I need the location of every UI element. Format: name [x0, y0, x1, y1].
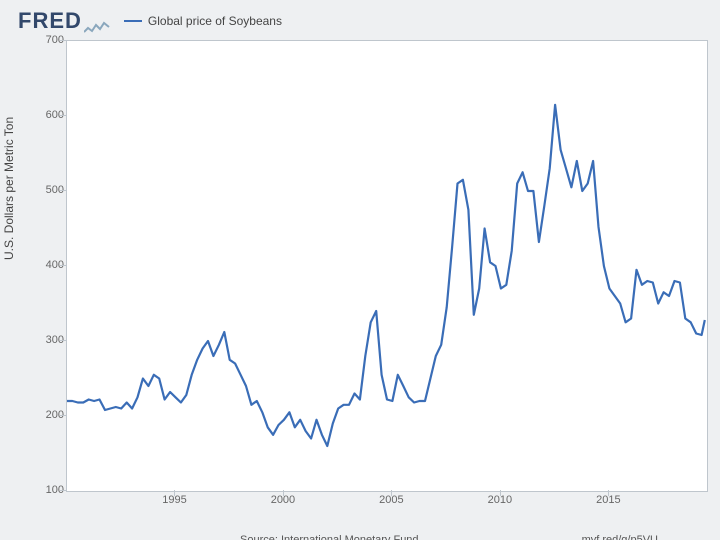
y-tick-mark [60, 115, 66, 116]
legend-swatch [124, 20, 142, 23]
price-series-line [67, 105, 705, 446]
source-text: Source: International Monetary Fund [240, 534, 419, 540]
x-tick-mark [608, 490, 609, 496]
chart-frame: FRED Global price of Soybeans U.S. Dolla… [0, 0, 720, 540]
legend-label: Global price of Soybeans [148, 14, 282, 28]
header: FRED Global price of Soybeans [18, 8, 282, 34]
y-tick-mark [60, 40, 66, 41]
y-tick-mark [60, 490, 66, 491]
y-tick-label: 100 [24, 484, 64, 496]
y-tick-label: 300 [24, 334, 64, 346]
short-link[interactable]: myf.red/g/p5VU [582, 534, 658, 540]
x-tick-mark [174, 490, 175, 496]
y-axis-label: U.S. Dollars per Metric Ton [2, 117, 16, 260]
x-tick-mark [391, 490, 392, 496]
y-tick-mark [60, 415, 66, 416]
y-tick-mark [60, 265, 66, 266]
legend: Global price of Soybeans [124, 14, 282, 28]
logo-spark-icon [84, 20, 110, 34]
y-tick-label: 400 [24, 259, 64, 271]
y-tick-label: 200 [24, 409, 64, 421]
y-tick-label: 700 [24, 34, 64, 46]
line-chart-svg [67, 41, 707, 491]
y-tick-label: 500 [24, 184, 64, 196]
plot-area [66, 40, 708, 492]
x-tick-mark [283, 490, 284, 496]
y-tick-label: 600 [24, 109, 64, 121]
fred-logo: FRED [18, 8, 110, 34]
y-tick-mark [60, 190, 66, 191]
logo-text: FRED [18, 8, 82, 34]
x-tick-mark [500, 490, 501, 496]
y-tick-mark [60, 340, 66, 341]
